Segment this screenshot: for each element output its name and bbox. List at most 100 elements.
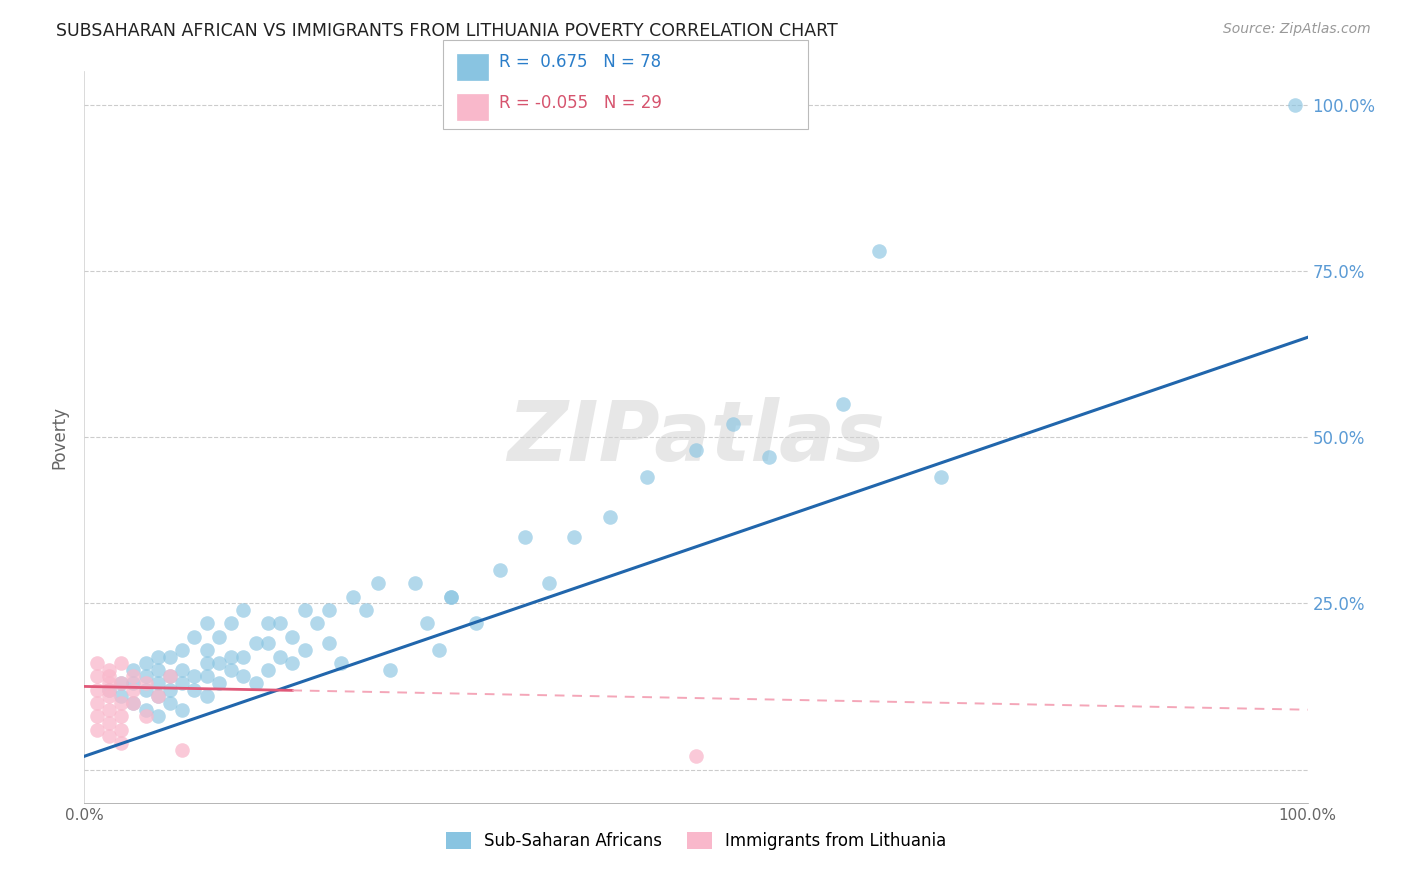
Point: [305, 616, 328, 631]
Point: [685, 749, 707, 764]
Point: [245, 676, 267, 690]
Point: [122, 676, 145, 690]
Point: [513, 530, 536, 544]
Point: [367, 576, 389, 591]
Point: [245, 636, 267, 650]
Text: R =  0.675   N = 78: R = 0.675 N = 78: [499, 54, 661, 71]
Point: [562, 530, 585, 544]
Point: [232, 669, 254, 683]
Point: [219, 616, 242, 631]
Point: [146, 690, 169, 704]
Point: [146, 663, 169, 677]
Point: [135, 709, 157, 723]
Text: R = -0.055   N = 29: R = -0.055 N = 29: [499, 94, 662, 112]
Point: [135, 682, 157, 697]
Point: [831, 397, 853, 411]
Point: [416, 616, 439, 631]
Point: [122, 682, 145, 697]
Point: [195, 643, 218, 657]
Point: [97, 676, 120, 690]
Point: [294, 603, 316, 617]
Point: [86, 709, 108, 723]
Point: [110, 696, 132, 710]
Point: [269, 616, 291, 631]
Y-axis label: Poverty: Poverty: [51, 406, 69, 468]
Point: [1284, 97, 1306, 112]
Point: [135, 669, 157, 683]
Point: [97, 703, 120, 717]
Point: [427, 643, 450, 657]
Point: [122, 669, 145, 683]
Point: [159, 669, 181, 683]
Point: [97, 690, 120, 704]
Point: [183, 669, 205, 683]
Point: [685, 443, 707, 458]
Point: [929, 470, 952, 484]
Point: [86, 656, 108, 670]
Point: [122, 696, 145, 710]
Point: [269, 649, 291, 664]
Point: [172, 676, 194, 690]
Point: [195, 656, 218, 670]
Point: [440, 590, 463, 604]
Point: [135, 676, 157, 690]
Point: [159, 696, 181, 710]
Point: [86, 723, 108, 737]
Point: [342, 590, 364, 604]
Point: [281, 656, 304, 670]
Point: [294, 643, 316, 657]
Point: [195, 669, 218, 683]
Point: [110, 676, 132, 690]
Point: [257, 663, 280, 677]
Point: [122, 663, 145, 677]
Point: [257, 636, 280, 650]
Point: [464, 616, 486, 631]
Point: [146, 676, 169, 690]
Point: [208, 656, 231, 670]
Point: [208, 630, 231, 644]
Point: [135, 703, 157, 717]
Point: [281, 630, 304, 644]
Point: [172, 742, 194, 756]
Point: [159, 682, 181, 697]
Text: Source: ZipAtlas.com: Source: ZipAtlas.com: [1223, 22, 1371, 37]
Point: [721, 417, 744, 431]
Point: [232, 649, 254, 664]
Point: [97, 669, 120, 683]
Point: [758, 450, 780, 464]
Point: [159, 649, 181, 664]
Point: [354, 603, 377, 617]
Point: [195, 690, 218, 704]
Point: [146, 690, 169, 704]
Point: [232, 603, 254, 617]
Point: [110, 709, 132, 723]
Point: [257, 616, 280, 631]
Point: [97, 682, 120, 697]
Point: [110, 656, 132, 670]
Point: [110, 690, 132, 704]
Point: [489, 563, 512, 577]
Point: [183, 682, 205, 697]
Point: [110, 676, 132, 690]
Point: [97, 716, 120, 731]
Point: [172, 703, 194, 717]
Point: [86, 669, 108, 683]
Point: [122, 696, 145, 710]
Point: [97, 682, 120, 697]
Point: [183, 630, 205, 644]
Point: [599, 509, 621, 524]
Point: [146, 649, 169, 664]
Point: [146, 709, 169, 723]
Point: [195, 616, 218, 631]
Point: [440, 590, 463, 604]
Point: [86, 696, 108, 710]
Point: [159, 669, 181, 683]
Legend: Sub-Saharan Africans, Immigrants from Lithuania: Sub-Saharan Africans, Immigrants from Li…: [439, 825, 953, 856]
Point: [404, 576, 426, 591]
Point: [172, 663, 194, 677]
Point: [219, 649, 242, 664]
Point: [318, 636, 340, 650]
Point: [110, 723, 132, 737]
Point: [318, 603, 340, 617]
Point: [636, 470, 658, 484]
